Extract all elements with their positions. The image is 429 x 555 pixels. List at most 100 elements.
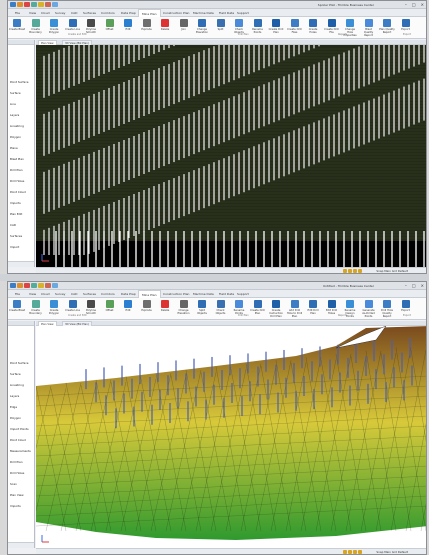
ribbon-button-polyline-smooth[interactable]: Polyline Smooth — [85, 300, 97, 318]
tab-support[interactable]: Support — [237, 292, 249, 296]
ribbon-button-split[interactable]: Split — [215, 19, 227, 37]
ribbon-button-create-line[interactable]: Create Line — [65, 300, 80, 318]
ribbon-button-check-objects[interactable]: Check Objects — [233, 19, 245, 37]
ribbon-button-explode[interactable]: Explode — [141, 300, 153, 318]
sidebar-item[interactable]: Point Cloud — [10, 438, 26, 442]
open-icon[interactable] — [17, 283, 23, 288]
tab-3d-view[interactable]: 3D View (Blk Plan) — [62, 40, 92, 45]
tab-file[interactable]: File — [15, 292, 21, 296]
sidebar-item[interactable]: Drill Holes — [10, 471, 25, 475]
tab-surfaces[interactable]: Surfaces — [83, 292, 96, 296]
sidebar-item[interactable]: Linestring — [10, 383, 24, 387]
minimize-icon[interactable]: – — [404, 283, 407, 288]
close-icon[interactable]: × — [420, 283, 424, 288]
cursor-icon[interactable] — [52, 283, 58, 288]
ribbon-button-create-holes[interactable]: Create Holes — [307, 19, 319, 37]
tab-cloud[interactable]: Cloud — [41, 292, 50, 296]
close-project-icon[interactable] — [24, 2, 30, 7]
sidebar-item[interactable]: Line — [10, 102, 16, 106]
ribbon-button-rename-points[interactable]: Rename Points — [252, 19, 264, 37]
undo-icon[interactable] — [38, 2, 44, 7]
ribbon-button-blast-quality-report[interactable]: Blast Quality Report — [363, 19, 375, 37]
ribbon-button-edit[interactable]: Edit — [122, 300, 134, 318]
ribbon-button-rename-points[interactable]: Rename Points — [233, 300, 245, 318]
ribbon-button-plan-quality-report[interactable]: Plan Quality Report — [379, 19, 395, 37]
ribbon-button-delete[interactable]: Delete — [159, 300, 171, 318]
sidebar-item[interactable]: Plan View — [10, 493, 24, 497]
ribbon-button-create-boundary[interactable]: Create Boundary — [29, 300, 42, 318]
app-icon[interactable] — [10, 2, 16, 7]
sidebar-item[interactable]: Point Cloud — [10, 190, 26, 194]
redo-icon[interactable] — [45, 283, 51, 288]
ribbon-button-explode[interactable]: Explode — [141, 19, 153, 37]
ribbon-button-export[interactable]: Export — [400, 300, 412, 318]
tab-machine-data[interactable]: Machine Data — [193, 292, 214, 296]
sidebar-item[interactable]: Imports — [10, 201, 21, 205]
tab-cloud[interactable]: Cloud — [41, 11, 50, 15]
app-icon[interactable] — [10, 283, 16, 288]
ribbon-button-delete[interactable]: Delete — [159, 19, 171, 37]
tab-mine-plan[interactable]: Mine Plan — [138, 290, 161, 298]
sidebar-item[interactable]: Drill Holes — [10, 179, 25, 183]
tab-field-data[interactable]: Field Data — [219, 11, 235, 15]
tab-plan-view[interactable]: Plan View — [38, 321, 57, 326]
ribbon-button-create-drill-plan[interactable]: Create Drill Plan — [250, 300, 265, 318]
ribbon-button-create-polygon[interactable]: Create Polygon — [48, 19, 60, 37]
tab-support[interactable]: Support — [237, 11, 249, 15]
ribbon-button-offset[interactable]: Offset — [104, 19, 116, 37]
tab-survey[interactable]: Survey — [55, 292, 66, 296]
redo-icon[interactable] — [45, 2, 51, 7]
ribbon-button-create-drill-files[interactable]: Create Drill Files — [287, 19, 302, 37]
tab-cad[interactable]: CAD — [71, 11, 78, 15]
ribbon-button-edit[interactable]: Edit — [122, 19, 134, 37]
tab-mine-plan[interactable]: Mine Plan — [138, 9, 161, 17]
save-icon[interactable] — [31, 283, 37, 288]
ribbon-button-create-blast[interactable]: Create Blast — [9, 300, 25, 318]
tab-field-data[interactable]: Field Data — [219, 292, 235, 296]
sidebar-item[interactable]: Plane — [10, 146, 18, 150]
ribbon-button-generate-as-drilled-points[interactable]: Generate As-Drilled Points — [362, 300, 375, 318]
ribbon-button-create-drill-plan[interactable]: Create Drill Plan — [269, 19, 283, 37]
sidebar-item[interactable]: Edge — [10, 405, 18, 409]
ribbon-button-change-elevation[interactable]: Change Elevation — [196, 19, 208, 37]
tab-data-prep[interactable]: Data Prep — [121, 11, 136, 15]
undo-icon[interactable] — [38, 283, 44, 288]
maximize-icon[interactable]: □ — [411, 283, 416, 288]
ribbon-button-edit-drill-holes[interactable]: Edit Drill Holes — [326, 300, 338, 318]
tab-data-prep[interactable]: Data Prep — [121, 292, 136, 296]
sidebar-item[interactable]: Polygon — [10, 135, 21, 139]
tab-corridors[interactable]: Corridors — [101, 11, 115, 15]
tab-3d-view[interactable]: 3D View (Blk Plan) — [62, 321, 92, 326]
ribbon-button-export[interactable]: Export — [400, 19, 412, 37]
ribbon-button-join[interactable]: Join — [178, 19, 190, 37]
tab-view[interactable]: View — [29, 292, 37, 296]
sidebar-item[interactable]: Layers — [10, 113, 20, 117]
3d-view-canvas[interactable] — [36, 326, 426, 548]
ribbon-button-rename-design-points[interactable]: Rename Design Points — [344, 300, 356, 318]
save-icon[interactable] — [31, 2, 37, 7]
ribbon-button-create-line[interactable]: Create Line — [65, 19, 80, 37]
maximize-icon[interactable]: □ — [411, 2, 416, 7]
ribbon-button-change-hole-properties[interactable]: Change Hole Properties — [343, 19, 357, 37]
ribbon-button-polyline-smooth[interactable]: Polyline Smooth — [85, 19, 97, 37]
sidebar-item[interactable]: Surfaces — [10, 234, 23, 238]
sidebar-item[interactable]: Import Points — [10, 427, 29, 431]
tab-corridors[interactable]: Corridors — [101, 292, 115, 296]
sidebar-item[interactable]: Scan — [10, 482, 17, 486]
minimize-icon[interactable]: – — [404, 2, 407, 7]
tab-file[interactable]: File — [15, 11, 21, 15]
sidebar-item[interactable]: Point Surface — [10, 80, 29, 84]
ribbon-button-create-instruction-drill-plan[interactable]: Create Instruction Drill Plan — [269, 300, 283, 318]
ribbon-button-drill-hole-quality-report[interactable]: Drill Hole Quality Report — [381, 300, 393, 318]
ribbon-button-create-polygon[interactable]: Create Polygon — [48, 300, 60, 318]
ribbon-button-add-drill-hole-to-drill-plan[interactable]: Add Drill Hole to Drill Plan — [287, 300, 302, 318]
ribbon-button-create-blast[interactable]: Create Blast — [9, 19, 25, 37]
tab-construction-plan[interactable]: Construction Plan — [163, 292, 190, 296]
sidebar-item[interactable]: Surface — [10, 91, 21, 95]
sidebar-item[interactable]: Import — [10, 245, 20, 249]
sidebar-item[interactable]: Drill Plan — [10, 168, 23, 172]
plan-view-canvas[interactable] — [36, 45, 426, 267]
sidebar-item[interactable]: Layers — [10, 394, 20, 398]
ribbon-button-create-boundary[interactable]: Create Boundary — [29, 19, 42, 37]
sidebar-item[interactable]: Polygon — [10, 416, 21, 420]
